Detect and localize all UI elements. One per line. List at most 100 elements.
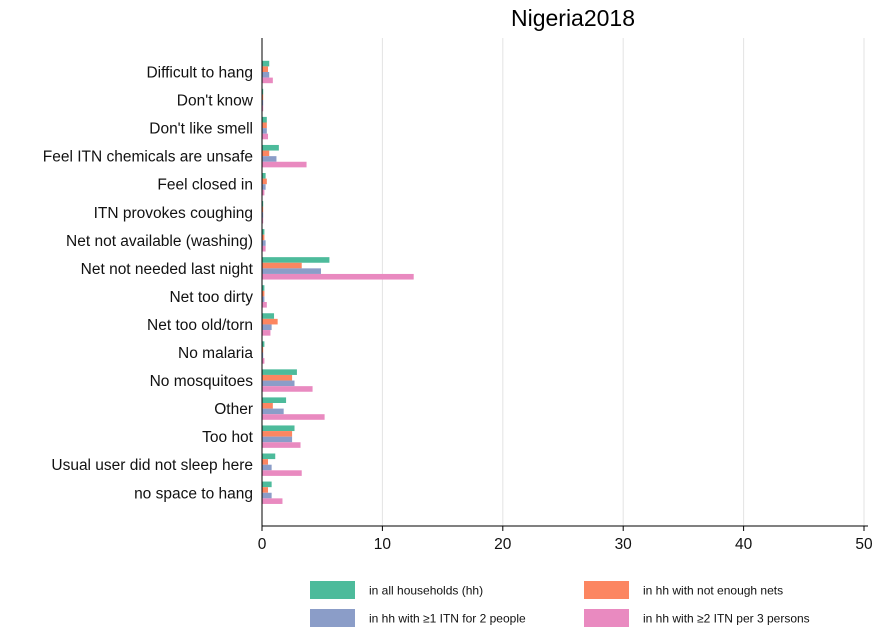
legend-swatch-2 <box>310 609 355 627</box>
bar-series-0-cat-13 <box>262 425 295 432</box>
bars <box>262 60 414 504</box>
category-label: no space to hang <box>134 485 253 502</box>
bar-series-1-cat-7 <box>262 262 302 269</box>
category-label: Net too old/torn <box>147 317 253 334</box>
bar-series-2-cat-9 <box>262 324 272 331</box>
bar-series-3-cat-8 <box>262 302 267 308</box>
bar-series-0-cat-2 <box>262 116 267 123</box>
bar-series-3-cat-9 <box>262 330 271 336</box>
bar-series-0-cat-12 <box>262 397 287 403</box>
category-label: Other <box>214 401 253 418</box>
bar-series-3-cat-12 <box>262 414 325 420</box>
bar-series-3-cat-10 <box>262 358 265 364</box>
category-label: Feel ITN chemicals are unsafe <box>43 149 253 166</box>
bar-series-1-cat-15 <box>262 487 269 493</box>
legend-label-2: in hh with ≥1 ITN for 2 people <box>369 612 526 626</box>
category-label: No mosquitoes <box>150 373 254 390</box>
bar-series-0-cat-8 <box>262 285 265 291</box>
bar-series-0-cat-1 <box>262 88 264 95</box>
bar-series-2-cat-6 <box>262 240 266 246</box>
bar-series-1-cat-5 <box>262 206 264 213</box>
bar-series-2-cat-1 <box>262 100 264 106</box>
bar-series-3-cat-0 <box>262 77 273 84</box>
bar-series-2-cat-3 <box>262 156 277 162</box>
legend-swatch-0 <box>310 581 355 599</box>
bar-series-3-cat-15 <box>262 498 283 504</box>
bar-series-1-cat-3 <box>262 150 270 157</box>
category-label: Net not needed last night <box>81 261 254 278</box>
bar-series-0-cat-6 <box>262 229 265 235</box>
category-label: Too hot <box>202 429 254 446</box>
bar-series-1-cat-12 <box>262 403 273 409</box>
bar-series-0-cat-9 <box>262 313 275 319</box>
category-label: Net not available (washing) <box>66 233 253 250</box>
category-label: No malaria <box>178 345 253 362</box>
bar-series-2-cat-5 <box>262 212 264 218</box>
bar-series-3-cat-3 <box>262 161 307 168</box>
bar-series-1-cat-2 <box>262 122 267 129</box>
x-tick-label: 20 <box>494 536 512 553</box>
x-tick-label: 30 <box>615 536 633 553</box>
bar-series-3-cat-14 <box>262 470 302 476</box>
x-tick-label: 10 <box>374 536 392 553</box>
category-label: Difficult to hang <box>146 65 253 82</box>
bar-series-3-cat-5 <box>262 217 264 224</box>
bar-series-0-cat-3 <box>262 144 279 151</box>
x-tick-label: 40 <box>735 536 753 553</box>
x-tick-label: 0 <box>258 536 267 553</box>
legend-swatch-1 <box>584 581 629 599</box>
category-label: Feel closed in <box>157 177 253 194</box>
category-label: Net too dirty <box>169 289 253 306</box>
bar-series-1-cat-11 <box>262 374 293 381</box>
bar-series-2-cat-8 <box>262 296 265 302</box>
bar-series-0-cat-0 <box>262 60 270 67</box>
bar-series-1-cat-13 <box>262 431 293 437</box>
bar-series-1-cat-4 <box>262 178 267 185</box>
category-label: Usual user did not sleep here <box>51 457 253 474</box>
category-label: Don't know <box>177 93 254 110</box>
category-label: Don't like smell <box>149 121 253 138</box>
bar-series-2-cat-12 <box>262 408 284 415</box>
bar-series-2-cat-4 <box>262 184 266 190</box>
gridlines <box>381 38 865 526</box>
bar-series-0-cat-14 <box>262 453 276 460</box>
bar-series-0-cat-15 <box>262 481 272 488</box>
bar-series-1-cat-0 <box>262 66 269 72</box>
bar-series-3-cat-13 <box>262 442 301 448</box>
bar-series-0-cat-4 <box>262 173 266 179</box>
legend-swatch-3 <box>584 609 629 627</box>
bar-series-2-cat-13 <box>262 436 293 443</box>
category-label: ITN provokes coughing <box>94 205 253 222</box>
bar-series-3-cat-7 <box>262 273 414 280</box>
bar-series-1-cat-6 <box>262 234 265 241</box>
bar-series-3-cat-1 <box>262 105 264 112</box>
bar-series-3-cat-2 <box>262 133 269 140</box>
legend-label-1: in hh with not enough nets <box>643 584 783 598</box>
legend-label-3: in hh with ≥2 ITN per 3 persons <box>643 612 810 626</box>
bar-series-3-cat-6 <box>262 245 266 252</box>
bar-series-2-cat-14 <box>262 464 272 471</box>
bar-series-3-cat-4 <box>262 189 265 196</box>
bar-series-2-cat-7 <box>262 268 321 274</box>
legend: in all households (hh) in hh with not eno… <box>310 581 810 627</box>
x-axis-ticks: 0 10 20 30 40 50 <box>258 526 873 553</box>
bar-series-0-cat-11 <box>262 369 297 375</box>
chart-title: Nigeria2018 <box>511 5 635 31</box>
bar-series-2-cat-2 <box>262 128 267 134</box>
bar-series-2-cat-0 <box>262 72 270 78</box>
bar-series-0-cat-7 <box>262 257 330 263</box>
bar-series-2-cat-11 <box>262 380 295 387</box>
bar-series-1-cat-10 <box>262 346 264 353</box>
bar-series-3-cat-11 <box>262 386 313 392</box>
bar-series-2-cat-15 <box>262 492 272 499</box>
bar-series-1-cat-8 <box>262 290 265 297</box>
legend-label-0: in all households (hh) <box>369 584 483 598</box>
category-labels: Difficult to hang Don't know Don't like sm… <box>43 65 254 503</box>
x-tick-label: 50 <box>855 536 873 553</box>
bar-series-1-cat-1 <box>262 94 264 101</box>
bar-series-1-cat-9 <box>262 318 278 325</box>
bar-series-0-cat-5 <box>262 201 264 207</box>
bar-series-2-cat-10 <box>262 352 264 359</box>
bar-series-0-cat-10 <box>262 341 265 347</box>
